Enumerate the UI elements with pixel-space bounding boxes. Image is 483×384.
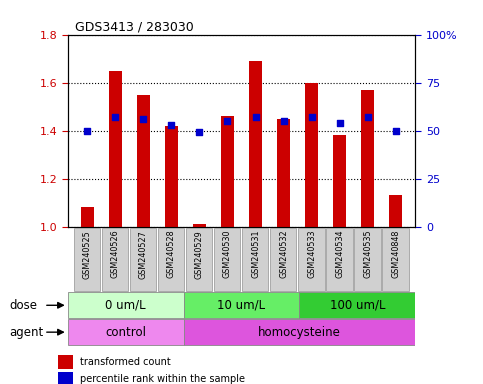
- Bar: [184, 319, 415, 345]
- Text: GSM240533: GSM240533: [307, 230, 316, 278]
- Point: [112, 114, 119, 120]
- Text: 100 um/L: 100 um/L: [330, 299, 385, 312]
- Text: GSM240848: GSM240848: [391, 230, 400, 278]
- Bar: [68, 292, 184, 318]
- Point: [364, 114, 371, 120]
- Bar: [158, 228, 185, 291]
- Text: GSM240526: GSM240526: [111, 230, 120, 278]
- Bar: [299, 292, 415, 318]
- Text: GSM240534: GSM240534: [335, 230, 344, 278]
- Text: GSM240529: GSM240529: [195, 230, 204, 278]
- Text: control: control: [105, 326, 146, 339]
- Point: [280, 118, 287, 124]
- Bar: [242, 228, 269, 291]
- Text: percentile rank within the sample: percentile rank within the sample: [80, 374, 245, 384]
- Bar: [81, 207, 94, 227]
- Bar: [58, 372, 73, 384]
- Text: GSM240530: GSM240530: [223, 230, 232, 278]
- Text: GSM240531: GSM240531: [251, 230, 260, 278]
- Bar: [68, 319, 184, 345]
- Bar: [214, 228, 241, 291]
- Bar: [270, 228, 297, 291]
- Point: [224, 118, 231, 124]
- Text: GSM240532: GSM240532: [279, 230, 288, 278]
- Point: [168, 122, 175, 128]
- Point: [196, 129, 203, 136]
- Bar: [305, 83, 318, 227]
- Text: GSM240525: GSM240525: [83, 230, 92, 278]
- Bar: [221, 116, 234, 227]
- Text: dose: dose: [10, 299, 38, 312]
- Text: GSM240535: GSM240535: [363, 230, 372, 278]
- Bar: [298, 228, 325, 291]
- Text: agent: agent: [10, 326, 44, 339]
- Bar: [361, 90, 374, 227]
- Point: [140, 116, 147, 122]
- Bar: [277, 119, 290, 227]
- Point: [392, 127, 399, 134]
- Bar: [130, 228, 156, 291]
- Bar: [102, 228, 128, 291]
- Bar: [186, 228, 213, 291]
- Bar: [74, 228, 100, 291]
- Point: [84, 127, 91, 134]
- Bar: [333, 136, 346, 227]
- Bar: [389, 195, 402, 227]
- Bar: [165, 126, 178, 227]
- Text: 0 um/L: 0 um/L: [105, 299, 146, 312]
- Text: homocysteine: homocysteine: [258, 326, 341, 339]
- Text: GDS3413 / 283030: GDS3413 / 283030: [74, 20, 193, 33]
- Bar: [137, 94, 150, 227]
- Bar: [193, 224, 206, 227]
- Text: GSM240527: GSM240527: [139, 230, 148, 278]
- Bar: [354, 228, 381, 291]
- Point: [336, 120, 343, 126]
- Point: [308, 114, 315, 120]
- Text: GSM240528: GSM240528: [167, 230, 176, 278]
- Point: [252, 114, 259, 120]
- Bar: [249, 61, 262, 227]
- Bar: [184, 292, 299, 318]
- Bar: [382, 228, 409, 291]
- Bar: [109, 71, 122, 227]
- Text: 10 um/L: 10 um/L: [217, 299, 266, 312]
- Bar: [326, 228, 353, 291]
- Text: transformed count: transformed count: [80, 357, 170, 367]
- Bar: [58, 355, 73, 369]
